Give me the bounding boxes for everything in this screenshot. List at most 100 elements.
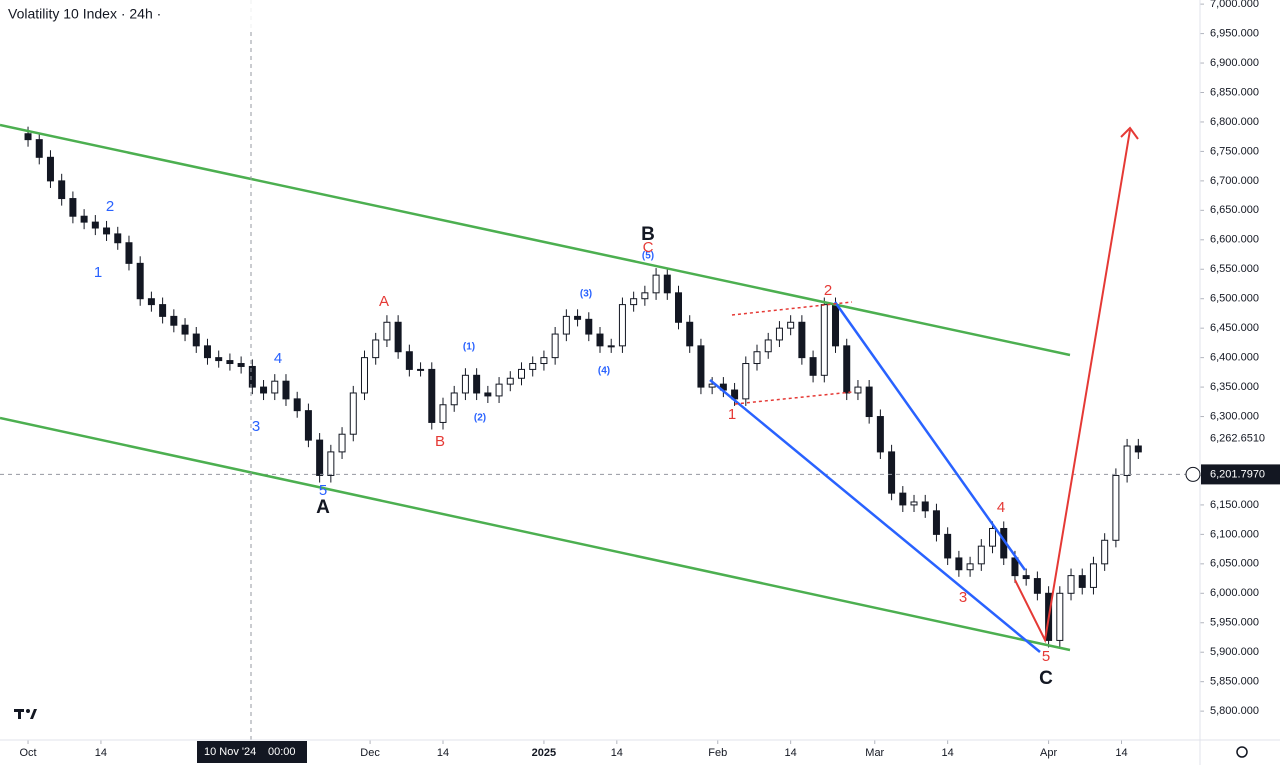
- y-tick-label: 6,750.000: [1210, 145, 1259, 157]
- wave-label: (3): [580, 289, 592, 300]
- projection: [1014, 129, 1131, 644]
- candle-body: [888, 451, 896, 494]
- candle-body: [596, 333, 604, 347]
- candle-body: [170, 315, 178, 326]
- candle-body: [932, 510, 940, 535]
- candle-body: [1056, 592, 1064, 641]
- candle-body: [1112, 474, 1120, 541]
- y-tick-label: 6,450.000: [1210, 322, 1259, 334]
- candle-body: [271, 380, 279, 394]
- x-tick-label: 14: [785, 747, 797, 759]
- candle-body: [24, 133, 32, 141]
- wedge-lower: [709, 379, 1041, 653]
- wave-label: 4: [274, 350, 282, 367]
- candle-body: [921, 501, 929, 512]
- candle-body: [417, 368, 425, 371]
- candle-body: [989, 527, 997, 547]
- candle-body: [562, 315, 570, 335]
- candle-body: [1089, 563, 1097, 588]
- candle-body: [540, 357, 548, 365]
- high-price-bg: [1201, 430, 1280, 447]
- candle-body: [1033, 578, 1041, 594]
- candle-body: [58, 180, 66, 200]
- candle-body: [159, 304, 167, 317]
- candle-body: [618, 304, 626, 347]
- y-tick-label: 6,100.000: [1210, 528, 1259, 540]
- candle-body: [114, 233, 122, 244]
- last-price-icon: [1185, 466, 1201, 482]
- x-tick-label: Mar: [865, 747, 884, 759]
- wave-label: 1: [728, 406, 736, 423]
- candle-body: [832, 304, 840, 347]
- candle-body: [955, 557, 963, 571]
- candle-body: [181, 324, 189, 335]
- candle-body: [865, 386, 873, 418]
- y-tick-label: 5,800.000: [1210, 705, 1259, 717]
- candle-body: [461, 374, 469, 394]
- candle-body: [237, 363, 245, 367]
- channel-lower: [0, 416, 1071, 652]
- candle-body: [876, 416, 884, 453]
- wave-label: A: [379, 293, 389, 310]
- x-tick-label: 14: [942, 747, 954, 759]
- candle-body: [798, 321, 806, 359]
- high-price-label: 6,262.6510: [1210, 432, 1265, 444]
- candle-body: [1134, 445, 1142, 453]
- wave-label: (2): [474, 413, 486, 424]
- candle-body: [46, 156, 54, 182]
- wave-label: 3: [959, 589, 967, 606]
- candle-body: [136, 262, 144, 300]
- candle-body: [843, 345, 851, 394]
- candle-body: [663, 274, 671, 294]
- y-tick-label: 6,400.000: [1210, 352, 1259, 364]
- candle-body: [641, 292, 649, 300]
- flag-lower: [734, 391, 853, 405]
- y-tick-label: 6,700.000: [1210, 175, 1259, 187]
- candle-body: [495, 383, 503, 397]
- y-tick-label: 6,600.000: [1210, 234, 1259, 246]
- candle-body: [327, 451, 335, 476]
- y-tick-label: 7,000.000: [1210, 0, 1259, 10]
- y-tick-label: 6,350.000: [1210, 381, 1259, 393]
- candle-body: [1022, 575, 1030, 580]
- candle-body: [1101, 539, 1109, 565]
- candle-body: [742, 363, 750, 400]
- x-tick-label: Apr: [1040, 747, 1057, 759]
- candle-body: [1067, 575, 1075, 594]
- last-price-bg: [1201, 464, 1280, 485]
- wave-label: B: [435, 433, 445, 450]
- wave-label: 5: [319, 482, 327, 499]
- y-tick-label: 6,850.000: [1210, 86, 1259, 98]
- candle-body: [1123, 445, 1131, 476]
- x-tick-label: 2025: [532, 747, 556, 759]
- y-tick-label: 5,900.000: [1210, 646, 1259, 658]
- crosshair-time: 00:00: [268, 746, 296, 758]
- candle-body: [506, 377, 514, 385]
- candle-body: [293, 398, 301, 412]
- candle-body: [910, 501, 918, 506]
- candle-body: [944, 533, 952, 559]
- arrow-head: [1120, 126, 1139, 140]
- wave-label: C: [643, 239, 654, 256]
- wave-label: B: [641, 224, 655, 245]
- wave-label: 1: [94, 264, 102, 281]
- candle-body: [529, 363, 537, 370]
- y-tick-label: 5,850.000: [1210, 676, 1259, 688]
- candle-body: [428, 368, 436, 423]
- wave-label: C: [1039, 668, 1053, 689]
- candle-body: [372, 339, 380, 359]
- candle-body: [484, 392, 492, 397]
- y-tick-label: 6,800.000: [1210, 116, 1259, 128]
- x-tick-label: Oct: [19, 747, 36, 759]
- candle-body: [338, 433, 346, 453]
- candle-body: [450, 392, 458, 406]
- crosshair-date: 10 Nov '24: [204, 746, 256, 758]
- candle-body: [215, 357, 223, 362]
- settings-icon[interactable]: [1236, 746, 1248, 758]
- y-tick-label: 6,500.000: [1210, 293, 1259, 305]
- candle-body: [35, 139, 43, 158]
- candle-body: [226, 360, 234, 365]
- x-tick-label: 14: [611, 747, 623, 759]
- wave-label: 2: [106, 198, 114, 215]
